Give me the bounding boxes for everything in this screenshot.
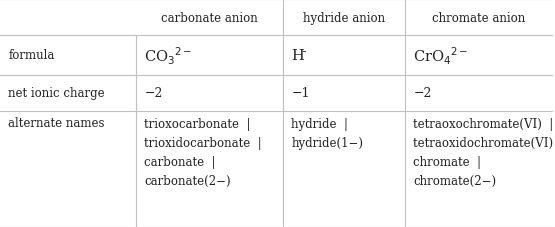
Text: trioxocarbonate  |
trioxidocarbonate  |
carbonate  |
carbonate(2−): trioxocarbonate | trioxidocarbonate | ca…: [144, 117, 262, 187]
Text: carbonate anion: carbonate anion: [161, 11, 258, 25]
Text: tetraoxochromate(VI)  |
tetraoxidochromate(VI)  |
chromate  |
chromate(2−): tetraoxochromate(VI) | tetraoxidochromat…: [413, 117, 555, 187]
Text: CrO$_4$$^{2-}$: CrO$_4$$^{2-}$: [413, 45, 469, 66]
Text: −2: −2: [413, 87, 432, 100]
Text: alternate names: alternate names: [8, 116, 105, 129]
Text: H$^{\bar{}}$: H$^{\bar{}}$: [291, 48, 308, 63]
Text: hydride  |
hydride(1−): hydride | hydride(1−): [291, 117, 364, 149]
Text: chromate anion: chromate anion: [432, 11, 526, 25]
Text: −1: −1: [291, 87, 310, 100]
Text: formula: formula: [8, 49, 55, 62]
Text: CO$_3$$^{2-}$: CO$_3$$^{2-}$: [144, 45, 193, 66]
Text: −2: −2: [144, 87, 163, 100]
Text: hydride anion: hydride anion: [303, 11, 385, 25]
Text: net ionic charge: net ionic charge: [8, 87, 105, 100]
